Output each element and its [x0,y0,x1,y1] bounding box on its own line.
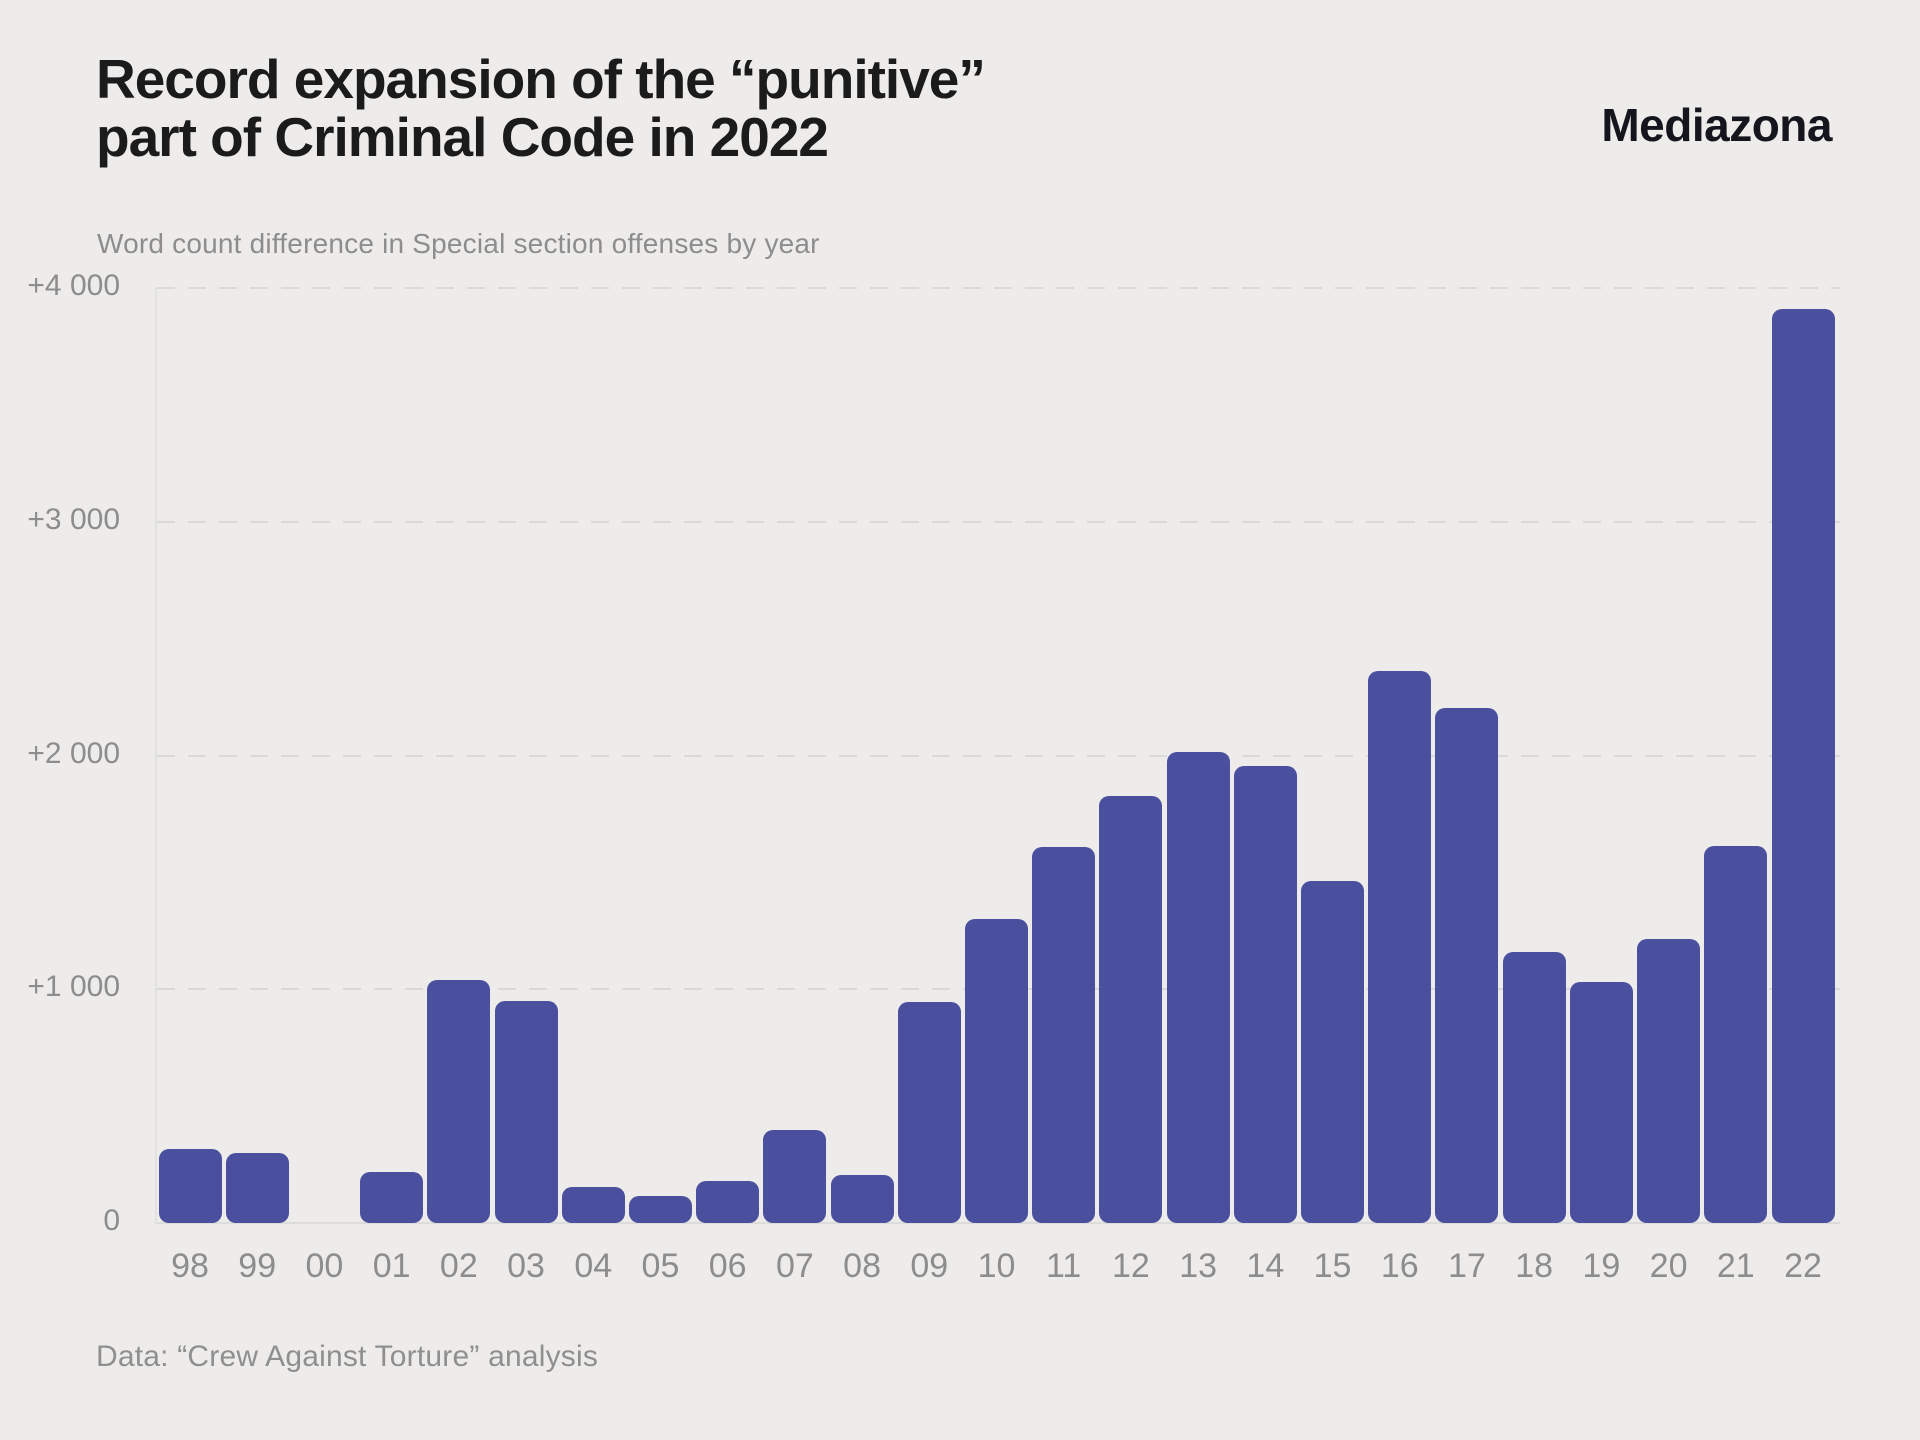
bar-19 [1569,982,1633,1223]
x-tick-label-13: 13 [1179,1247,1218,1285]
bar-12 [1099,796,1163,1223]
title-line-2: part of Criminal Code in 2022 [96,106,829,169]
chart-subtitle: Word count difference in Special section… [97,228,820,259]
y-tick-label: +4 000 [27,269,120,302]
bar-18 [1502,951,1566,1223]
x-tick-label-99: 99 [238,1247,277,1285]
x-tick-label-02: 02 [439,1247,478,1285]
bar-07 [763,1129,827,1223]
bar-13 [1166,752,1230,1223]
x-tick-label-03: 03 [507,1247,545,1285]
bar-05 [628,1196,692,1223]
bar-17 [1435,707,1499,1223]
y-tick-label: +1 000 [27,970,120,1004]
bar-03 [494,1000,558,1223]
y-tick-label: 0 [103,1204,120,1237]
bar-01 [360,1171,424,1223]
bar-06 [696,1180,760,1223]
y-axis-line [155,288,157,1225]
bar-09 [897,1002,961,1223]
y-tick-label: +3 000 [27,502,120,536]
x-tick-label-11: 11 [1046,1247,1082,1285]
bar-99 [225,1152,289,1223]
x-tick-label-10: 10 [977,1247,1016,1285]
gridline-2000 [157,754,1840,757]
x-axis-baseline [157,1222,1840,1224]
bar-21 [1704,845,1768,1223]
bar-20 [1637,939,1701,1223]
y-tick-label: +2 000 [27,736,120,770]
bar-04 [561,1186,625,1223]
bar-14 [1233,766,1297,1223]
gridline-4000 [157,287,1840,289]
x-tick-label-14: 14 [1246,1247,1285,1285]
mediazona-logo: Mediazona [1601,99,1832,151]
x-tick-label-05: 05 [641,1247,680,1285]
data-source-note: Data: “Crew Against Torture” analysis [96,1340,599,1373]
bar-08 [830,1175,894,1223]
bar-16 [1368,671,1432,1223]
x-tick-label-08: 08 [843,1247,881,1285]
x-tick-label-16: 16 [1380,1247,1419,1285]
x-tick-label-20: 20 [1649,1247,1688,1285]
x-tick-label-19: 19 [1582,1247,1621,1285]
bar-22 [1771,309,1835,1223]
x-tick-label-04: 04 [574,1247,613,1285]
x-tick-label-22: 22 [1784,1247,1822,1285]
bar-11 [1032,846,1096,1223]
gridline-3000 [157,520,1840,523]
x-tick-label-07: 07 [775,1247,814,1285]
x-tick-label-98: 98 [171,1247,209,1285]
page-title: Record expansion of the “punitive” part … [96,48,986,169]
x-tick-label-09: 09 [910,1247,949,1285]
x-tick-label-21: 21 [1716,1247,1755,1285]
x-tick-label-01: 01 [372,1247,411,1285]
title-line-1: Record expansion of the “punitive” [96,48,986,110]
x-tick-label-06: 06 [708,1247,747,1285]
x-tick-label-12: 12 [1111,1247,1150,1285]
bar-10 [965,919,1028,1223]
bar-chart: +4 000 +3 000 +2 000 +1 000 0 98 99 00 01 02 03 04 0… [27,269,1840,1285]
bar-98 [158,1149,222,1223]
x-tick-label-18: 18 [1515,1247,1554,1285]
x-tick-label-15: 15 [1313,1247,1352,1285]
bar-02 [427,979,491,1223]
x-tick-label-17: 17 [1448,1247,1486,1285]
bar-15 [1301,880,1365,1223]
x-tick-label-00: 00 [305,1247,344,1285]
